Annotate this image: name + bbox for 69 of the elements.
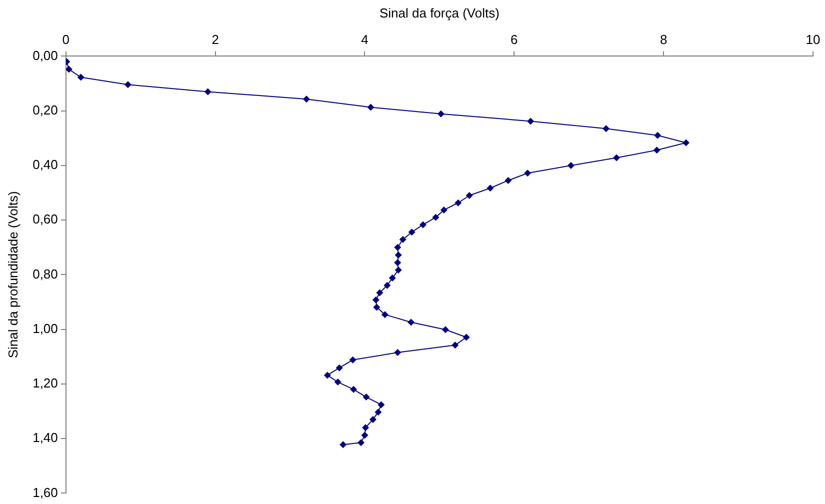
point bbox=[362, 394, 370, 401]
point bbox=[66, 66, 72, 73]
point bbox=[358, 439, 365, 446]
point bbox=[567, 162, 574, 169]
point bbox=[602, 125, 610, 132]
point bbox=[504, 176, 512, 184]
point bbox=[367, 104, 374, 111]
point bbox=[361, 432, 368, 439]
point bbox=[394, 349, 402, 356]
point bbox=[394, 266, 402, 274]
point bbox=[324, 372, 331, 379]
point bbox=[336, 364, 343, 372]
point bbox=[408, 318, 415, 326]
point bbox=[613, 154, 620, 162]
point bbox=[340, 441, 347, 448]
x-tick-label: 4 bbox=[361, 32, 368, 47]
x-tick-label: 10 bbox=[806, 32, 820, 47]
point bbox=[454, 199, 462, 206]
y-tick-label: 0,00 bbox=[32, 48, 58, 63]
point bbox=[394, 252, 402, 259]
point bbox=[369, 416, 376, 423]
point bbox=[452, 342, 459, 349]
x-tick-label: 8 bbox=[660, 32, 668, 47]
point bbox=[654, 132, 662, 139]
point bbox=[682, 139, 690, 146]
point bbox=[486, 184, 494, 192]
point bbox=[124, 81, 132, 88]
point bbox=[420, 221, 427, 228]
point bbox=[349, 356, 356, 364]
point bbox=[204, 88, 212, 96]
point bbox=[362, 424, 369, 432]
y-axis-title: Sinal da profundidade (Volts) bbox=[5, 191, 20, 358]
point bbox=[376, 289, 384, 296]
y-tick-label: 1,00 bbox=[32, 320, 58, 336]
y-tick-label: 0,40 bbox=[32, 157, 58, 172]
point bbox=[334, 378, 342, 386]
point bbox=[432, 214, 440, 221]
x-tick-label: 0 bbox=[62, 32, 70, 47]
point bbox=[378, 401, 385, 408]
point bbox=[394, 259, 402, 266]
point bbox=[374, 408, 382, 416]
point bbox=[440, 206, 448, 214]
x-tick-label: 2 bbox=[212, 32, 219, 47]
point bbox=[437, 110, 444, 118]
point bbox=[408, 228, 416, 236]
point bbox=[462, 334, 470, 341]
point bbox=[442, 326, 449, 334]
y-tick-label: 1,40 bbox=[32, 430, 58, 446]
y-tick-label: 0,20 bbox=[32, 102, 58, 118]
point bbox=[302, 96, 310, 103]
point bbox=[527, 118, 534, 125]
point bbox=[394, 244, 402, 251]
point bbox=[524, 170, 532, 177]
point bbox=[399, 236, 406, 243]
point bbox=[653, 146, 660, 154]
point bbox=[372, 296, 380, 304]
point bbox=[381, 311, 388, 318]
y-tick-label: 1,20 bbox=[32, 376, 58, 391]
point bbox=[77, 74, 84, 81]
point bbox=[384, 282, 391, 289]
point bbox=[466, 192, 473, 199]
y-tick-label: 0,80 bbox=[32, 266, 58, 282]
point bbox=[373, 304, 380, 311]
point bbox=[388, 274, 396, 282]
y-tick-label: 1,60 bbox=[32, 484, 58, 500]
x-tick-label: 6 bbox=[510, 32, 518, 47]
point bbox=[350, 386, 358, 393]
x-axis-title: Sinal da força (Volts) bbox=[379, 5, 500, 20]
y-tick-label: 0,60 bbox=[32, 212, 58, 227]
